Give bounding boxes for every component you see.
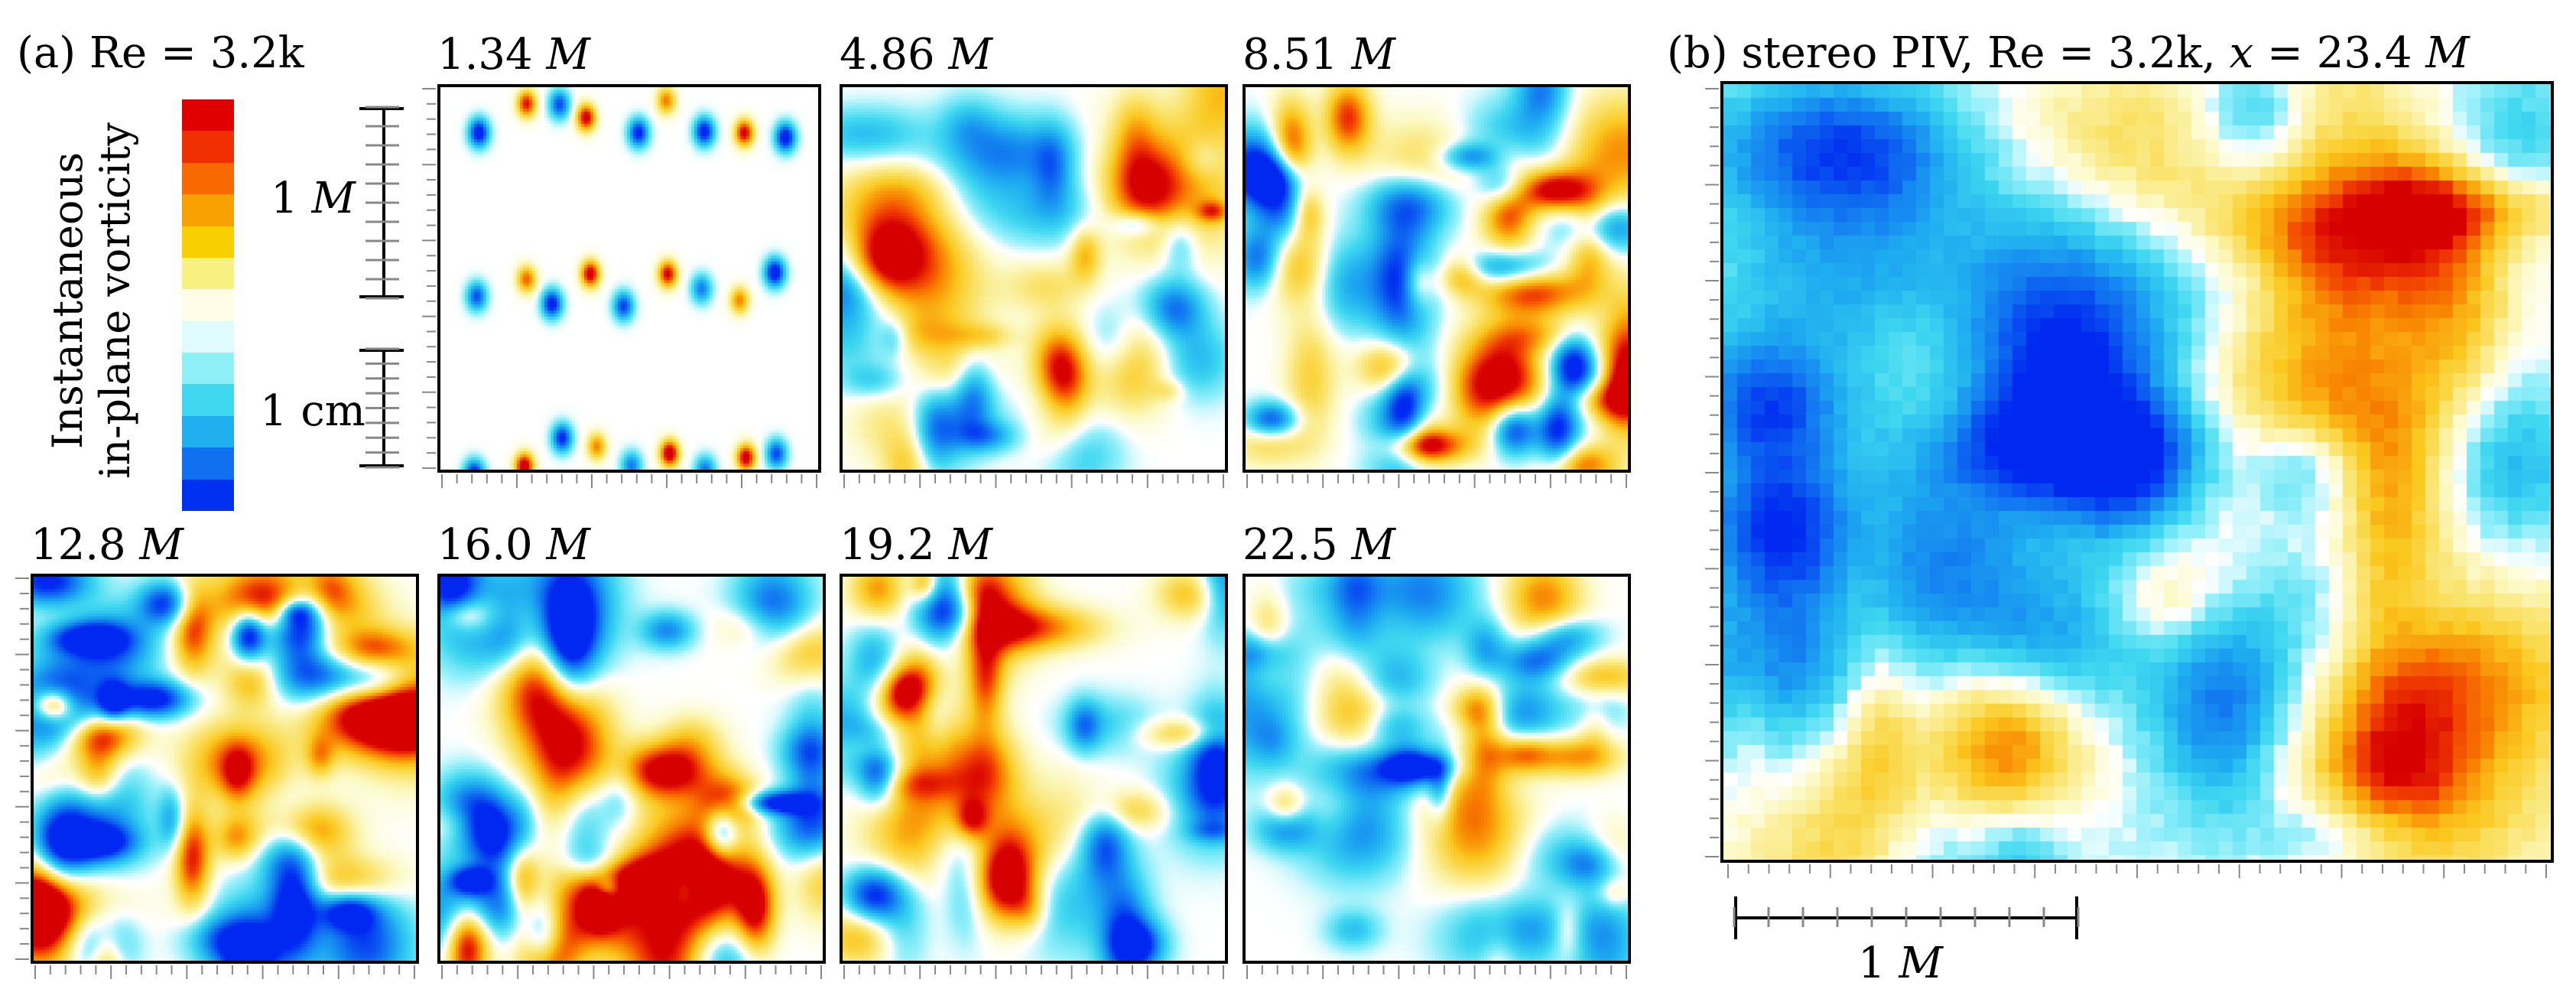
snapshot-title-4: 12.8 M	[31, 520, 184, 570]
vorticity-field-4	[34, 577, 416, 961]
vorticity-panel-4	[31, 574, 419, 964]
vorticity-panel-5	[437, 574, 826, 964]
snapshot-title-2: 4.86 M	[840, 30, 992, 80]
snapshot-title-1: 1.34 M	[437, 30, 590, 80]
vorticity-field-6	[843, 577, 1225, 961]
snapshot-title-5: 16.0 M	[437, 520, 590, 570]
vorticity-field-3	[1246, 87, 1628, 470]
colorbar-title-line2: in-plane vorticity	[91, 122, 140, 479]
vorticity-panel-3	[1243, 84, 1631, 473]
scale-bar-1cm	[359, 349, 405, 467]
snapshot-title-7: 22.5 M	[1243, 520, 1395, 570]
scale-label-1M: 1 M	[271, 174, 356, 223]
piv-panel	[1720, 81, 2554, 863]
colorbar-title-line1: Instantaneous	[44, 151, 92, 450]
scale-bar-1M-b	[1734, 896, 2078, 942]
vorticity-field-2	[843, 87, 1225, 470]
snapshot-title-3: 8.51 M	[1243, 30, 1395, 80]
vorticity-field-5	[440, 577, 823, 961]
vorticity-panel-7	[1243, 574, 1631, 964]
panel-b-label: (b) stereo PIV, Re = 3.2k, x = 23.4 M	[1667, 28, 2470, 78]
colorbar-title: Instantaneous in-plane vorticity	[44, 121, 139, 480]
snapshot-title-6: 19.2 M	[840, 520, 992, 570]
vorticity-panel-2	[840, 84, 1228, 473]
vorticity-panel-6	[840, 574, 1228, 964]
scale-label-1cm: 1 cm	[260, 386, 365, 436]
vorticity-field-7	[1246, 577, 1628, 961]
scale-bar-1M	[359, 107, 405, 298]
panel-a-label: (a) Re = 3.2k	[17, 28, 304, 78]
colorbar	[182, 99, 234, 511]
vorticity-panel-1	[437, 84, 821, 473]
piv-field	[1723, 84, 2551, 860]
vorticity-field-1	[440, 87, 818, 470]
scale-label-1M-b: 1 M	[1858, 939, 1943, 988]
